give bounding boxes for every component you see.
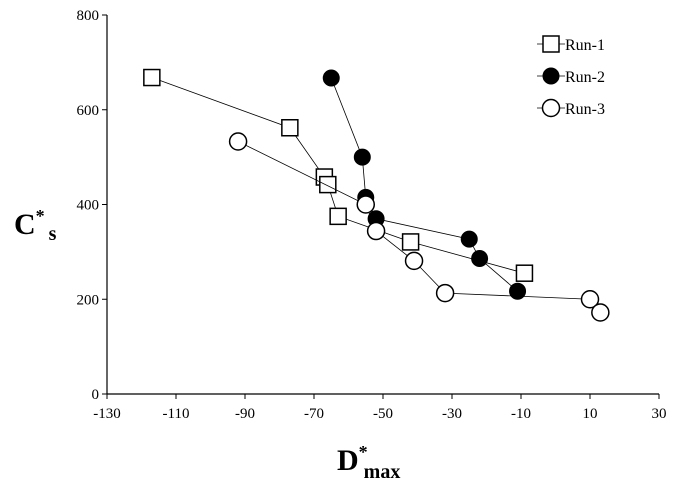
data-point-run-3 (404, 251, 424, 271)
legend-item-run-3: Run-3 (537, 98, 605, 118)
data-point-run-1 (319, 175, 337, 194)
x-tick-label: -70 (304, 406, 324, 422)
legend-item-run-1: Run-1 (537, 35, 605, 54)
data-point-run-3 (591, 303, 610, 322)
data-point-run-3 (356, 195, 375, 214)
x-tick-label: -130 (93, 406, 121, 422)
data-point-run-3 (366, 221, 386, 241)
y-tick-label: 600 (77, 103, 100, 119)
legend-marker-run-2 (542, 67, 560, 85)
x-tick-label: -10 (511, 406, 531, 422)
y-axis-title-sub: s (49, 223, 57, 245)
x-tick-label: -110 (163, 406, 190, 422)
series-run-1 (143, 68, 534, 282)
y-tick-label: 0 (92, 387, 100, 403)
legend-label: Run-2 (565, 69, 605, 86)
legend: Run-1 Run-2 Run-3 (537, 35, 605, 118)
x-axis-title-sub: max (364, 461, 401, 483)
x-tick-label: -30 (442, 406, 462, 422)
x-axis-title: D* max (337, 442, 400, 483)
y-tick-label: 800 (77, 8, 100, 24)
legend-label: Run-3 (565, 101, 605, 118)
series-layer (143, 68, 610, 322)
data-point-run-3 (228, 132, 248, 151)
x-tick-label: -90 (235, 406, 255, 422)
data-point-run-3 (580, 290, 600, 309)
data-point-run-2 (509, 282, 527, 300)
legend-item-run-2: Run-2 (537, 67, 605, 86)
data-point-run-1 (143, 68, 161, 87)
y-axis-title-sup: * (36, 206, 45, 226)
data-point-run-1 (281, 119, 299, 137)
series-run-3 (228, 132, 610, 322)
legend-label: Run-1 (565, 37, 605, 54)
data-point-run-1 (515, 264, 534, 282)
axes: 0 200 400 600 800 -130 -110 -90 -70 -50 -30 -10 10 30 (77, 8, 667, 422)
y-tick-label: 200 (77, 292, 100, 308)
y-axis-title: C*s (14, 206, 57, 245)
data-point-run-3 (435, 283, 455, 303)
x-tick-label: -50 (373, 406, 393, 422)
y-tick-label: 400 (77, 198, 100, 214)
x-axis-title-main: D (337, 444, 359, 477)
data-point-run-1 (401, 233, 420, 251)
legend-marker-run-3 (541, 98, 561, 118)
data-point-run-2 (471, 250, 489, 268)
data-point-run-2 (460, 230, 478, 248)
data-point-run-2 (353, 148, 371, 166)
x-tick-label: 10 (583, 406, 598, 422)
legend-marker-run-1 (542, 35, 560, 53)
x-axis-title-sup: * (359, 442, 368, 462)
data-point-run-2 (322, 69, 340, 87)
y-axis-title-main: C (14, 208, 36, 241)
data-point-run-1 (329, 207, 347, 226)
x-tick-label: 30 (652, 406, 667, 422)
